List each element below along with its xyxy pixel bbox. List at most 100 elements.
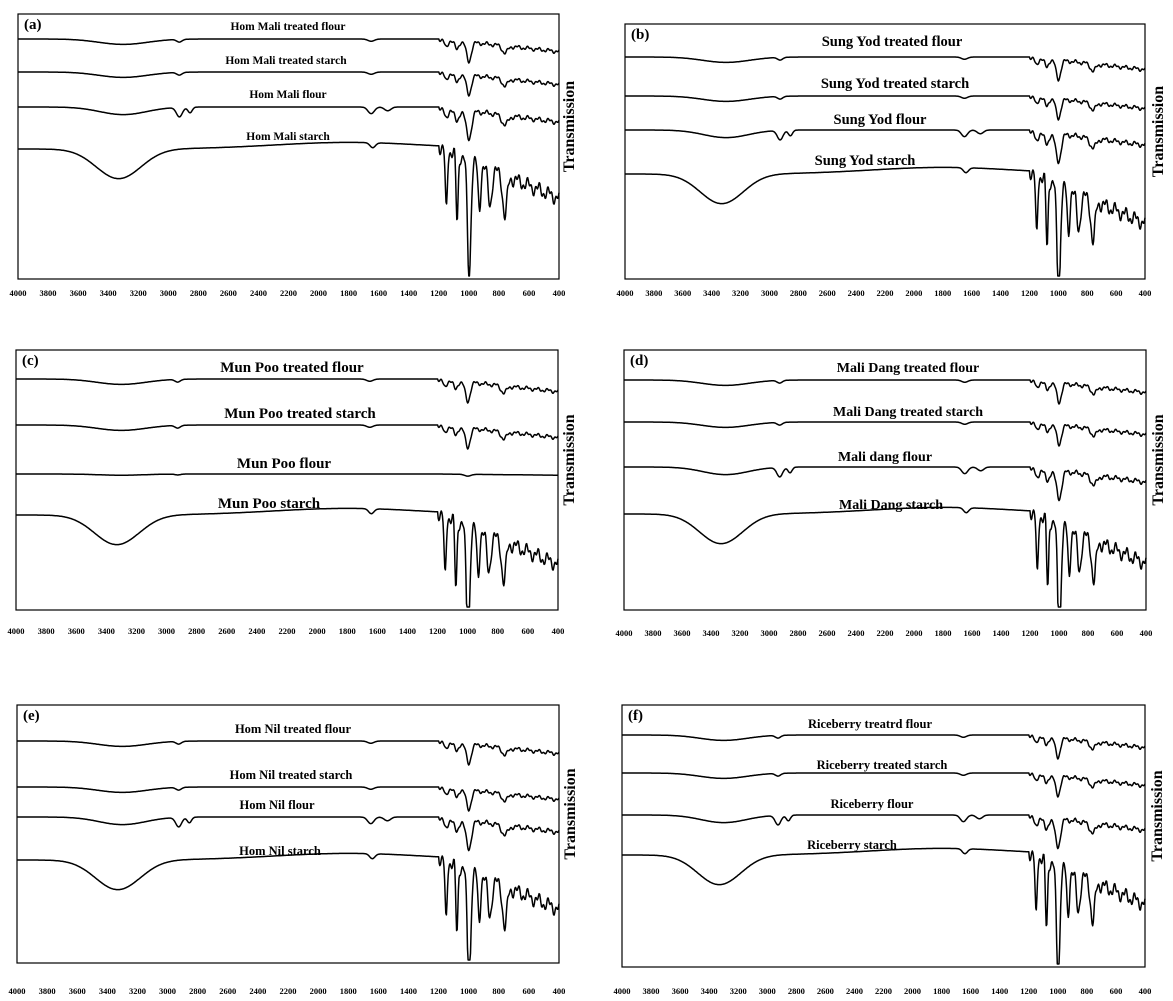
- x-tick-label: 1200: [1022, 628, 1039, 638]
- x-tick-label: 1400: [399, 626, 416, 636]
- x-tick-label: 3600: [69, 986, 86, 996]
- x-tick-label: 400: [553, 986, 566, 996]
- ftir-chart-c: (c) 4000 3800 3600 3400 3200 3000 2800 2600 2400 2…: [8, 349, 578, 636]
- series-label: Hom Nil flour: [240, 798, 315, 812]
- x-tick-label: 3000: [761, 288, 778, 298]
- series-label: Sung Yod flour: [834, 112, 928, 128]
- x-tick-label: 1600: [962, 986, 979, 996]
- series-line: [16, 740, 560, 766]
- series-label: Hom Nil treated flour: [235, 722, 352, 736]
- x-tick-label: 2000: [906, 628, 923, 638]
- plot-frame: [623, 349, 1147, 611]
- series-line: [15, 473, 559, 477]
- x-tick-label: 2400: [848, 288, 865, 298]
- x-tick-label: 2800: [790, 628, 807, 638]
- x-tick-label: 1200: [1021, 288, 1038, 298]
- y-axis-label: Transmission: [1150, 414, 1167, 505]
- x-tick-label: 1600: [370, 288, 387, 298]
- series-line: [16, 816, 560, 852]
- x-tick-label: 3400: [99, 986, 116, 996]
- x-tick-label: 3200: [732, 628, 749, 638]
- ftir-chart-a: (a) 4000 3800 3600 3400 3200 3000 2800 2600 2400 2…: [10, 13, 578, 298]
- series-line: [623, 466, 1147, 502]
- series-label: Riceberry treatrd flour: [808, 717, 932, 731]
- x-tick-label: 3000: [158, 626, 175, 636]
- series-line: [624, 56, 1146, 82]
- series-label: Hom Mali treated starch: [225, 55, 347, 67]
- ftir-chart-d: (d) 4000 3800 3600 3400 3200 3000 2800 2600 2400 2…: [616, 349, 1167, 638]
- y-axis-label: Transmission: [561, 81, 578, 172]
- x-tick-label: 2000: [309, 626, 326, 636]
- panel-e: (e) 4000 3800 3600 3400 3200 3000 2800 2600 2400 2…: [9, 704, 603, 1001]
- x-tick-label: 2400: [250, 288, 267, 298]
- x-tick-label: 1800: [935, 628, 952, 638]
- series-line: [623, 421, 1147, 447]
- x-tick-label: 3000: [160, 288, 177, 298]
- x-tick-label: 3600: [674, 628, 691, 638]
- series-label: Hom Mali starch: [246, 131, 330, 143]
- x-tick-label: 1400: [400, 986, 417, 996]
- series-label: Sung Yod treated starch: [821, 76, 969, 92]
- x-tick-label: 800: [492, 986, 505, 996]
- x-tick-label: 600: [522, 626, 535, 636]
- series-label: Riceberry flour: [831, 797, 914, 811]
- series-line: [624, 166, 1146, 277]
- series-label: Riceberry treated starch: [817, 758, 948, 772]
- x-tick-label: 400: [552, 626, 565, 636]
- series-label: Mali Dang treated flour: [837, 361, 979, 376]
- x-tick-label: 1200: [430, 986, 447, 996]
- x-tick-label: 2600: [220, 288, 237, 298]
- series-line: [17, 106, 560, 142]
- x-tick-label: 3000: [759, 986, 776, 996]
- series-line: [623, 506, 1147, 608]
- x-tick-label: 2600: [219, 986, 236, 996]
- x-tick-label: 1800: [933, 986, 950, 996]
- panel-label: (f): [628, 708, 643, 724]
- x-tick-label: 4000: [9, 986, 26, 996]
- x-tick-label: 3800: [40, 288, 57, 298]
- x-tick-label: 2600: [218, 626, 235, 636]
- x-tick-label: 3600: [70, 288, 87, 298]
- panel-c: (c) 4000 3800 3600 3400 3200 3000 2800 2600 2400 2…: [8, 345, 603, 642]
- series-line: [15, 507, 559, 608]
- x-tick-label: 1600: [370, 986, 387, 996]
- x-tick-label: 3800: [643, 986, 660, 996]
- x-tick-label: 3800: [39, 986, 56, 996]
- series-label: Mun Poo starch: [218, 496, 321, 512]
- x-tick-label: 1800: [340, 288, 357, 298]
- x-tick-label: 1000: [460, 986, 477, 996]
- x-tick-label: 3400: [100, 288, 117, 298]
- panel-label: (d): [630, 353, 648, 369]
- series-label: Mali Dang starch: [839, 498, 943, 513]
- ftir-chart-b: (b) 4000 3800 3600 3400 3200 3000 2800 2600 2400 2…: [617, 23, 1167, 298]
- x-tick-label: 2200: [279, 626, 296, 636]
- x-tick-label: 600: [1110, 288, 1123, 298]
- series-line: [624, 129, 1146, 165]
- x-tick-label: 2400: [249, 986, 266, 996]
- x-tick-label: 2400: [848, 628, 865, 638]
- x-tick-label: 2200: [877, 288, 894, 298]
- series-line: [621, 734, 1146, 760]
- x-tick-label: 400: [1139, 986, 1152, 996]
- ftir-chart-e: (e) 4000 3800 3600 3400 3200 3000 2800 2600 2400 2…: [9, 704, 579, 996]
- x-tick-label: 1400: [400, 288, 417, 298]
- x-tick-label: 3000: [159, 986, 176, 996]
- x-tick-label: 3200: [129, 986, 146, 996]
- x-tick-label: 3200: [732, 288, 749, 298]
- x-tick-label: 3600: [68, 626, 85, 636]
- plot-frame: [16, 704, 560, 964]
- x-tick-label: 3800: [645, 288, 662, 298]
- x-tick-label: 600: [523, 288, 536, 298]
- series-line: [17, 71, 560, 97]
- x-tick-label: 2600: [819, 628, 836, 638]
- series-label: Mun Poo flour: [237, 456, 332, 472]
- x-tick-label: 2000: [310, 288, 327, 298]
- series-label: Mun Poo treated flour: [220, 360, 364, 376]
- x-tick-label: 1200: [1020, 986, 1037, 996]
- series-line: [17, 141, 560, 277]
- series-line: [16, 786, 560, 812]
- x-tick-label: 2600: [817, 986, 834, 996]
- x-tick-label: 3400: [98, 626, 115, 636]
- x-tick-label: 2400: [846, 986, 863, 996]
- x-tick-label: 2800: [788, 986, 805, 996]
